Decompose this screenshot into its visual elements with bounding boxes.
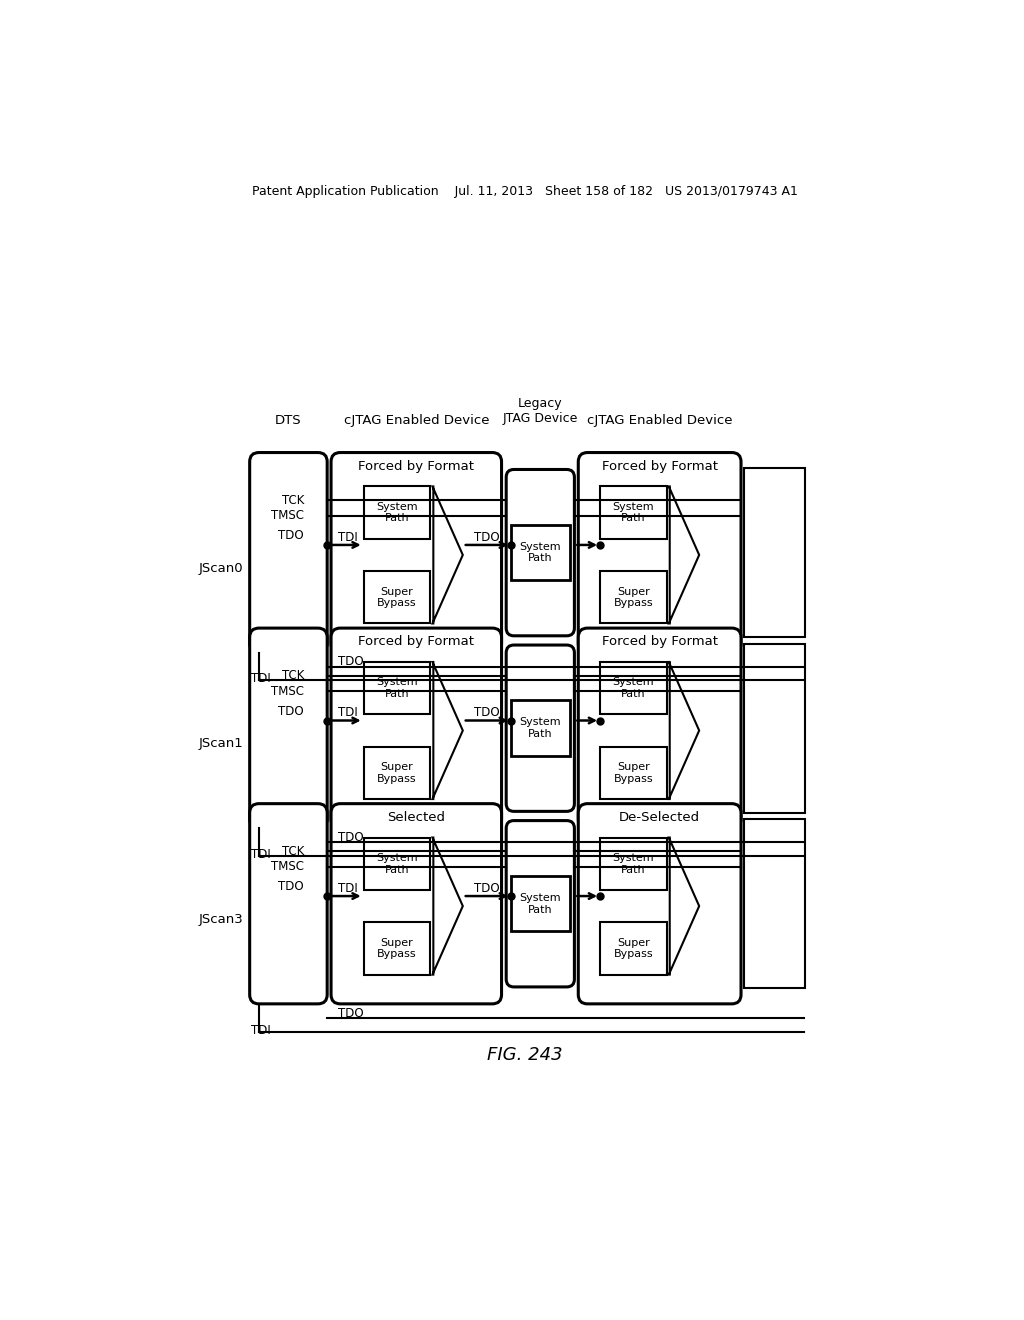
Text: cJTAG Enabled Device: cJTAG Enabled Device bbox=[587, 413, 732, 426]
FancyBboxPatch shape bbox=[331, 628, 502, 829]
Text: Forced by Format: Forced by Format bbox=[602, 635, 718, 648]
Text: Legacy
JTAG Device: Legacy JTAG Device bbox=[503, 397, 578, 425]
Polygon shape bbox=[432, 487, 463, 623]
Text: TDO: TDO bbox=[338, 1007, 364, 1019]
FancyBboxPatch shape bbox=[579, 628, 741, 829]
Text: Forced by Format: Forced by Format bbox=[358, 459, 474, 473]
Polygon shape bbox=[432, 838, 463, 974]
Text: De-Selected: De-Selected bbox=[620, 810, 700, 824]
Text: System
Path: System Path bbox=[376, 677, 418, 700]
Polygon shape bbox=[669, 663, 699, 799]
Text: Patent Application Publication    Jul. 11, 2013   Sheet 158 of 182   US 2013/017: Patent Application Publication Jul. 11, … bbox=[252, 185, 798, 198]
Text: Super
Bypass: Super Bypass bbox=[377, 762, 417, 784]
Bar bbox=[364, 747, 430, 799]
Text: TMSC: TMSC bbox=[271, 861, 304, 874]
Text: Forced by Format: Forced by Format bbox=[602, 459, 718, 473]
Text: TDO: TDO bbox=[279, 880, 304, 894]
Bar bbox=[364, 838, 430, 890]
Text: JScan3: JScan3 bbox=[199, 912, 244, 925]
Text: TDO: TDO bbox=[474, 706, 500, 719]
Bar bbox=[600, 923, 667, 974]
Polygon shape bbox=[669, 487, 699, 623]
Text: TDO: TDO bbox=[338, 832, 364, 843]
Text: TDI: TDI bbox=[251, 847, 271, 861]
Bar bbox=[744, 818, 805, 989]
Text: System
Path: System Path bbox=[612, 677, 654, 700]
Text: TMSC: TMSC bbox=[271, 685, 304, 698]
FancyBboxPatch shape bbox=[250, 804, 328, 1003]
Text: Super
Bypass: Super Bypass bbox=[377, 937, 417, 960]
Text: System
Path: System Path bbox=[376, 502, 418, 524]
Text: Super
Bypass: Super Bypass bbox=[613, 762, 653, 784]
FancyBboxPatch shape bbox=[579, 804, 741, 1003]
Bar bbox=[600, 663, 667, 714]
Bar bbox=[511, 701, 569, 756]
Bar bbox=[600, 747, 667, 799]
Text: TDI: TDI bbox=[338, 706, 357, 719]
Text: System
Path: System Path bbox=[519, 717, 561, 739]
Text: TDI: TDI bbox=[251, 672, 271, 685]
Text: TCK: TCK bbox=[282, 494, 304, 507]
Bar bbox=[600, 487, 667, 539]
FancyBboxPatch shape bbox=[331, 453, 502, 653]
Text: TDO: TDO bbox=[474, 531, 500, 544]
Text: TDI: TDI bbox=[251, 1023, 271, 1036]
Polygon shape bbox=[669, 838, 699, 974]
Bar bbox=[600, 838, 667, 890]
Text: System
Path: System Path bbox=[612, 502, 654, 524]
Text: System
Path: System Path bbox=[519, 541, 561, 564]
Text: TCK: TCK bbox=[282, 845, 304, 858]
Bar bbox=[364, 923, 430, 974]
Text: FIG. 243: FIG. 243 bbox=[487, 1047, 562, 1064]
Bar bbox=[511, 876, 569, 932]
Text: TDO: TDO bbox=[279, 705, 304, 718]
FancyBboxPatch shape bbox=[506, 821, 574, 987]
FancyBboxPatch shape bbox=[250, 628, 328, 829]
Text: Selected: Selected bbox=[387, 810, 445, 824]
Text: TDO: TDO bbox=[474, 882, 500, 895]
Text: Forced by Format: Forced by Format bbox=[358, 635, 474, 648]
Text: DTS: DTS bbox=[275, 413, 302, 426]
FancyBboxPatch shape bbox=[579, 453, 741, 653]
Text: Super
Bypass: Super Bypass bbox=[613, 937, 653, 960]
Bar bbox=[600, 572, 667, 623]
Text: TMSC: TMSC bbox=[271, 510, 304, 523]
Text: JScan0: JScan0 bbox=[199, 561, 244, 574]
Bar bbox=[364, 572, 430, 623]
FancyBboxPatch shape bbox=[506, 645, 574, 812]
Text: System
Path: System Path bbox=[376, 853, 418, 875]
Bar bbox=[744, 469, 805, 638]
Bar bbox=[744, 644, 805, 813]
Text: TDI: TDI bbox=[338, 531, 357, 544]
Bar bbox=[364, 487, 430, 539]
Text: TDO: TDO bbox=[279, 529, 304, 543]
Text: JScan1: JScan1 bbox=[199, 737, 244, 750]
Text: Super
Bypass: Super Bypass bbox=[377, 586, 417, 609]
FancyBboxPatch shape bbox=[331, 804, 502, 1003]
Bar bbox=[511, 525, 569, 581]
Text: System
Path: System Path bbox=[519, 892, 561, 915]
Bar bbox=[364, 663, 430, 714]
Text: Super
Bypass: Super Bypass bbox=[613, 586, 653, 609]
Text: System
Path: System Path bbox=[612, 853, 654, 875]
Text: cJTAG Enabled Device: cJTAG Enabled Device bbox=[343, 413, 489, 426]
FancyBboxPatch shape bbox=[506, 470, 574, 636]
Text: TDO: TDO bbox=[338, 656, 364, 668]
Text: TDI: TDI bbox=[338, 882, 357, 895]
FancyBboxPatch shape bbox=[250, 453, 328, 653]
Text: TCK: TCK bbox=[282, 669, 304, 682]
Polygon shape bbox=[432, 663, 463, 799]
